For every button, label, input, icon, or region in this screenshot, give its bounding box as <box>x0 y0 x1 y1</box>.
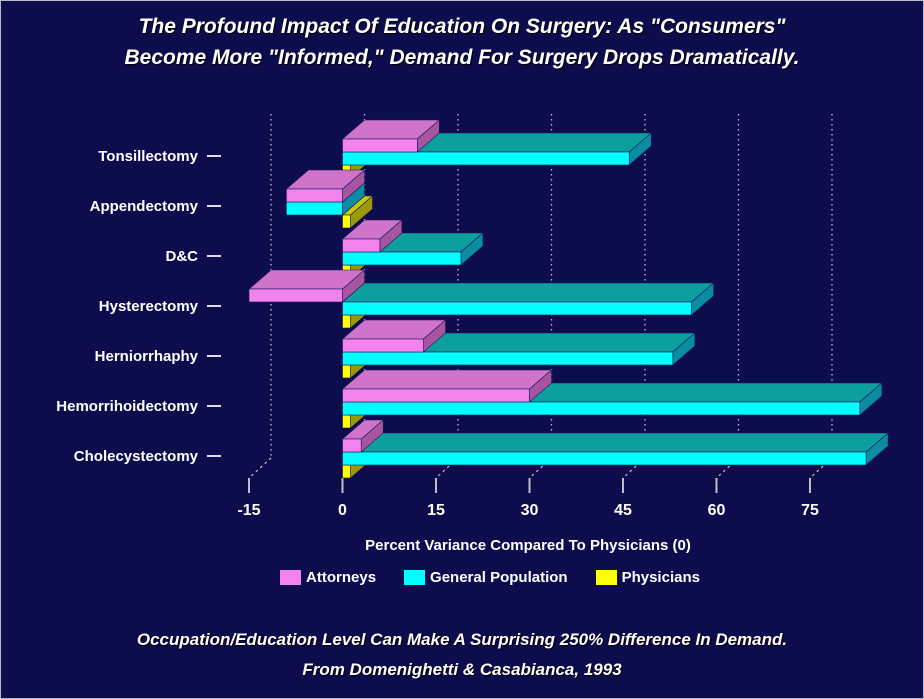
x-tick-label: 60 <box>708 502 726 519</box>
bar-front-face <box>342 401 861 416</box>
bar-front-face <box>342 464 351 479</box>
bar-front-face <box>342 364 351 379</box>
tick-connector <box>809 457 833 479</box>
category-label: D&C <box>166 248 199 265</box>
legend: Attorneys General Population Physicians <box>57 569 923 586</box>
legend-swatch-general_population <box>404 570 426 585</box>
legend-swatch-attorneys <box>280 570 302 585</box>
bar-attorneys <box>248 269 366 303</box>
bar-front-face <box>342 451 867 466</box>
x-tick-label: -15 <box>237 502 260 519</box>
legend-label: Physicians <box>621 569 700 586</box>
category-label: Herniorrhaphy <box>95 348 199 365</box>
bar-front-face <box>342 338 424 353</box>
footer-captions: Occupation/Education Level Can Make A Su… <box>1 625 923 685</box>
legend-item-general_population: General Population <box>404 569 568 586</box>
bar-front-face <box>342 388 530 403</box>
legend-label: General Population <box>430 569 568 586</box>
x-tick-label: 30 <box>521 502 539 519</box>
x-tick-label: 75 <box>801 502 819 519</box>
tick-connector <box>716 457 739 479</box>
bar-top-face <box>341 282 715 303</box>
bar-front-face <box>342 151 630 166</box>
gridlines-and-ticks: -15 0 15 30 45 60 75 <box>237 114 833 519</box>
bar-general_population <box>341 282 715 316</box>
bar-front-face <box>342 438 362 453</box>
legend-item-physicians: Physicians <box>595 569 700 586</box>
caption-line2: From Domenighetti & Casabianca, 1993 <box>302 660 622 679</box>
bar-front-face <box>342 251 462 266</box>
bar-attorneys <box>341 369 553 403</box>
bar-front-face <box>342 214 351 229</box>
tick-connector <box>529 457 552 479</box>
bar-front-face <box>342 238 381 253</box>
bar-front-face <box>342 138 418 153</box>
tick-connector <box>622 457 646 479</box>
category-label: Tonsillectomy <box>98 148 198 165</box>
caption-line1: Occupation/Education Level Can Make A Su… <box>136 630 788 649</box>
chart-title-line2: Become More "Informed," Demand For Surge… <box>124 46 800 69</box>
x-tick-label: 45 <box>614 502 632 519</box>
legend-swatch-physicians <box>595 570 617 585</box>
bar-front-face <box>286 201 343 216</box>
bar-top-face <box>341 369 553 390</box>
category-axis: Tonsillectomy Appendectomy D&C Hysterectomy… <box>56 148 221 465</box>
bar-top-face <box>341 432 889 453</box>
chart-title-line1: The Profound Impact Of Education On Surg… <box>138 15 786 38</box>
legend-item-attorneys: Attorneys <box>280 569 376 586</box>
category-label: Hysterectomy <box>99 298 199 315</box>
bar-front-face <box>342 314 351 329</box>
x-axis-title: Percent Variance Compared To Physicians … <box>365 537 691 554</box>
bar-front-face <box>342 414 351 429</box>
tick-connector <box>248 457 272 479</box>
bar-attorneys <box>341 319 447 353</box>
category-label: Hemorrihoidectomy <box>56 398 198 415</box>
chart-title: The Profound Impact Of Education On Surg… <box>1 11 923 73</box>
category-label: Appendectomy <box>90 198 199 215</box>
tick-connector <box>435 457 459 479</box>
category-label: Cholecystectomy <box>74 448 199 465</box>
x-tick-label: 15 <box>427 502 445 519</box>
bar-front-face <box>342 351 674 366</box>
bar-attorneys <box>341 119 441 153</box>
bars <box>248 119 889 479</box>
bar-front-face <box>286 188 343 203</box>
legend-label: Attorneys <box>306 569 377 586</box>
bar-front-face <box>342 301 692 316</box>
bar-attorneys <box>285 169 366 203</box>
bar-front-face <box>248 288 343 303</box>
bar-general_population <box>341 432 889 466</box>
bar-attorneys <box>341 419 385 453</box>
x-tick-label: 0 <box>338 502 347 519</box>
bar-attorneys <box>341 219 403 253</box>
